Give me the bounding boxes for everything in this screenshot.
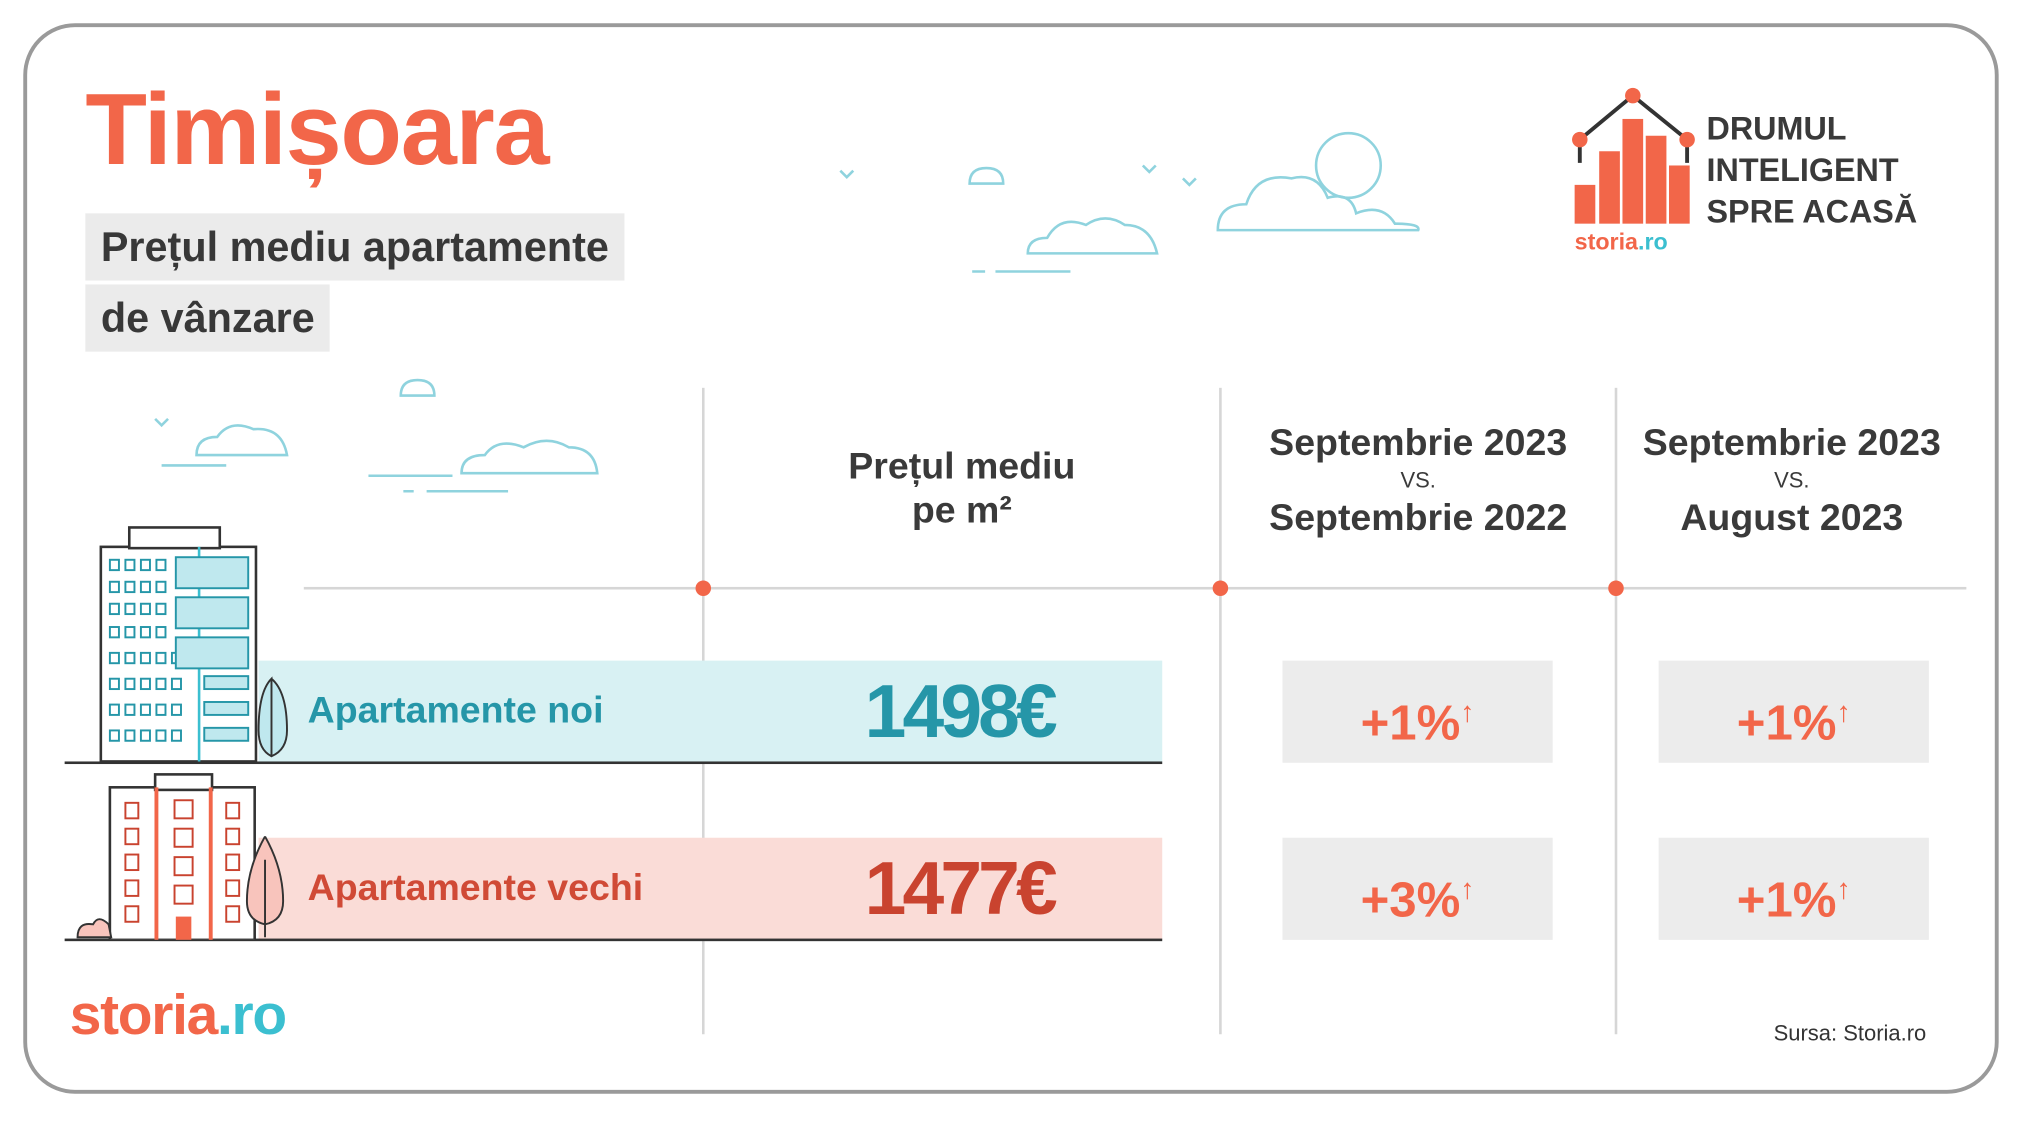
campaign-line-1: DRUMUL [1706,111,1847,148]
house-chart-icon [1572,87,1695,224]
change-mom-new: +1%↑ [1658,660,1929,763]
header-divider [303,586,1967,590]
price-old: 1477€ [864,846,1058,931]
arrow-up-icon: ↑ [1836,695,1851,728]
arrow-up-icon: ↑ [1460,872,1475,905]
column-divider [1614,387,1617,1035]
ground-line [64,761,1163,765]
row-label-old: Apartamente vechi [307,867,644,909]
campaign-line-2: INTELIGENT [1706,152,1899,189]
card-frame [23,23,1999,1094]
new-building-icon [99,526,288,763]
row-band-old [258,837,1163,940]
header-price: Prețul mediu pe m² [848,446,1076,532]
subtitle-line-2: de vânzare [85,284,331,352]
subtitle-line-1: Prețul mediu apartamente [85,213,625,281]
old-building-icon [76,773,285,940]
change-yoy-old: +3%↑ [1282,837,1553,940]
row-label-new: Apartamente noi [307,690,604,732]
divider-dot [695,580,712,596]
arrow-up-icon: ↑ [1460,695,1475,728]
row-band-new [258,660,1163,763]
ground-line [64,938,1163,942]
change-mom-old: +1%↑ [1658,837,1929,940]
price-new: 1498€ [864,669,1058,754]
source-note: Sursa: Storia.ro [1773,1021,1927,1046]
campaign-line-3: SPRE ACASĂ [1706,193,1918,231]
change-yoy-new: +1%↑ [1282,660,1553,763]
storia-logo-small: storia.ro [1574,228,1668,255]
campaign-logo: storia.ro DRUMUL INTELIGENT SPRE ACASĂ [1567,85,1994,266]
arrow-up-icon: ↑ [1836,872,1851,905]
header-mom: Septembrie 2023 VS. August 2023 [1642,422,1941,540]
page-title: Timișoara [85,72,549,187]
storia-logo: storia.ro [69,983,287,1048]
column-divider [1219,387,1222,1035]
divider-dot [1608,580,1624,596]
divider-dot [1212,580,1229,596]
header-yoy: Septembrie 2023 VS. Septembrie 2022 [1269,422,1568,540]
